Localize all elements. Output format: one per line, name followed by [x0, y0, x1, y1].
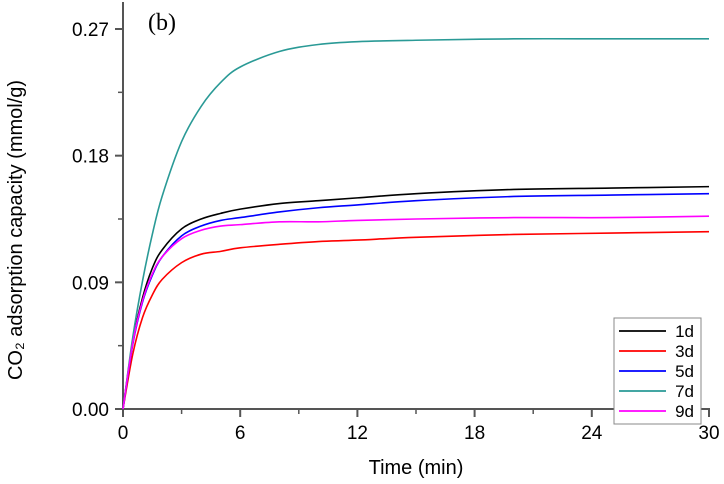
series-line-1d [122, 185, 710, 410]
axes: 0.00 0.09 0.18 0.27 0 6 12 18 24 30 [72, 2, 720, 444]
series-line-3d [122, 230, 710, 410]
legend-label-9d: 9d [675, 402, 694, 421]
series-line-7d [122, 37, 709, 410]
x-tick-label: 6 [235, 423, 246, 444]
x-axis-title: Time (min) [369, 457, 464, 479]
series-lines [122, 37, 710, 410]
y-axis-title: CO₂ adsorption capacity (mmol/g) [5, 80, 27, 380]
y-tick-label: 0.09 [72, 273, 109, 294]
y-tick-label: 0.27 [72, 20, 109, 41]
panel-label: (b) [148, 10, 176, 36]
legend-label-5d: 5d [675, 362, 694, 381]
x-tick-label: 12 [347, 423, 368, 444]
x-tick-label: 0 [118, 423, 129, 444]
x-tick-label: 30 [698, 423, 719, 444]
x-tick-label: 24 [581, 423, 603, 444]
legend-label-7d: 7d [675, 382, 694, 401]
series-line-9d [122, 215, 710, 410]
y-tick-label: 0.00 [72, 400, 109, 421]
x-tick-label: 18 [464, 423, 485, 444]
y-tick-label: 0.18 [72, 147, 109, 168]
legend-label-3d: 3d [675, 342, 694, 361]
legend-label-1d: 1d [675, 322, 694, 341]
